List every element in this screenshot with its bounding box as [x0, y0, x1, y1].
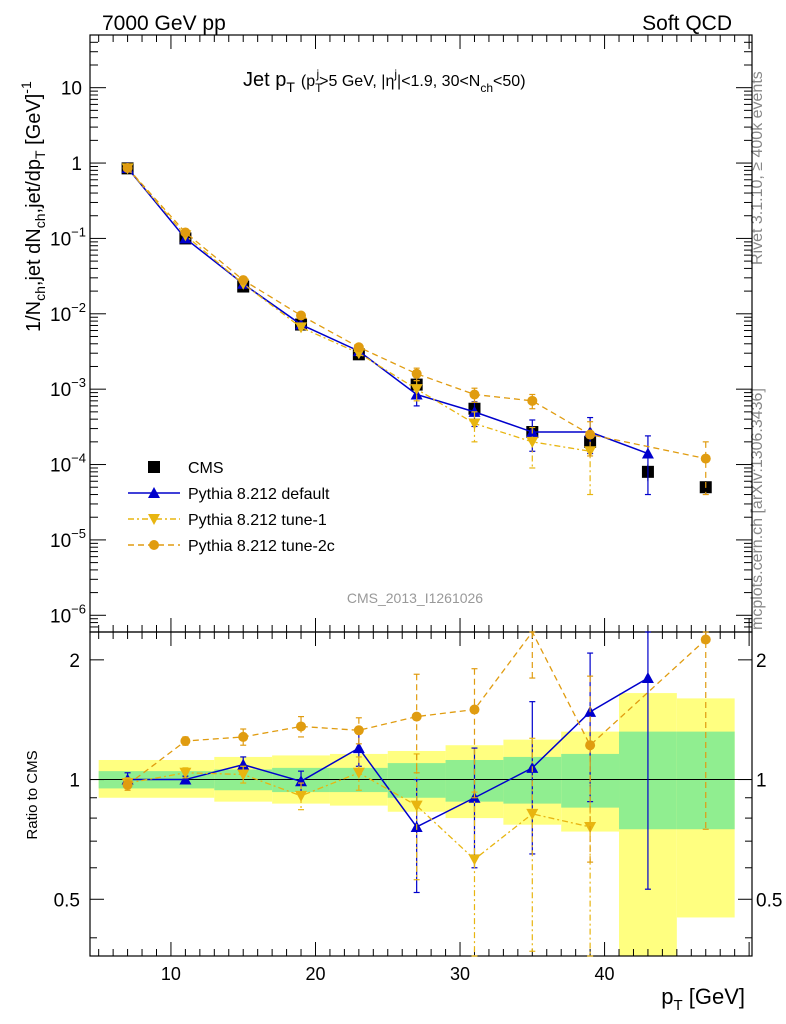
series-line — [127, 167, 591, 452]
series-pythia-8-212-default-main — [121, 161, 654, 496]
data-point — [237, 758, 250, 770]
data-point — [179, 773, 192, 785]
data-point — [352, 767, 365, 779]
data-point — [468, 854, 481, 866]
data-point — [411, 368, 422, 379]
legend-item: Pythia 8.212 tune-1 — [128, 512, 327, 529]
legend-item: Pythia 8.212 default — [128, 486, 330, 503]
data-point — [468, 418, 481, 430]
data-point — [641, 447, 654, 459]
series-line — [127, 630, 707, 786]
data-point — [122, 162, 133, 173]
data-point — [179, 767, 192, 779]
x-tick-label: 10 — [161, 964, 181, 984]
data-point — [353, 725, 364, 736]
series-pythia-8-212-tune-1-ratio — [121, 737, 597, 957]
data-point — [295, 790, 308, 802]
y-tick-label: 10−6 — [50, 601, 86, 627]
legend-label: Pythia 8.212 tune-2c — [188, 538, 335, 555]
data-point — [585, 740, 596, 751]
data-point — [180, 736, 191, 747]
data-point — [469, 389, 480, 400]
legend: CMS Pythia 8.212 default Pythia 8.212 tune… — [128, 460, 335, 555]
data-point — [296, 721, 307, 732]
series-pythia-8-212-tune-2c-ratio — [122, 630, 711, 863]
series-pythia-8-212-tune-1-main — [121, 163, 597, 496]
legend-marker — [148, 461, 160, 473]
ratio-y-tick-label-right: 0.5 — [756, 890, 782, 911]
data-point — [295, 322, 308, 334]
y-tick-label: 10−2 — [50, 300, 86, 326]
data-point — [411, 711, 422, 722]
series-layer — [121, 161, 712, 957]
data-point — [526, 808, 539, 820]
data-point — [296, 310, 307, 321]
data-point — [641, 672, 654, 684]
x-tick-label: 30 — [450, 964, 470, 984]
header-category-label: Soft QCD — [642, 12, 732, 35]
legend-marker — [148, 487, 160, 498]
data-point — [238, 731, 249, 742]
ratio-y-tick-label-left: 0.5 — [54, 890, 80, 911]
ratio-y-tick-label-left: 2 — [69, 651, 80, 672]
header-energy-label: 7000 GeV pp — [102, 12, 226, 35]
data-point — [237, 769, 250, 781]
ratio-y-tick-label-left: 1 — [69, 771, 80, 792]
legend-item: CMS — [148, 460, 224, 477]
x-tick-label: 20 — [305, 964, 325, 984]
data-point — [410, 384, 423, 396]
data-point — [238, 275, 249, 286]
data-point — [122, 779, 133, 790]
data-point — [180, 227, 191, 238]
plot-title: Jet pT (pTj>5 GeV, |ηj|<1.9, 30<Nch<50) — [243, 67, 526, 95]
y-tick-label: 10−5 — [50, 526, 86, 552]
side-label-rivet: Rivet 3.1.10, ≥ 400k events — [749, 71, 766, 265]
ratio-y-axis-label: Ratio to CMS — [24, 750, 41, 839]
main-y-axis-label: 1/Nch,jet dNch,jet/dpT [GeV]-1 — [18, 81, 48, 332]
data-point — [527, 395, 538, 406]
data-point — [700, 634, 711, 645]
axes: 10 20 30 40 10 1 10−1 10−2 10−3 10−4 10−5 10−6 0.5 0.… — [50, 34, 782, 984]
data-point — [353, 342, 364, 353]
legend-marker — [149, 540, 159, 550]
legend-marker — [148, 514, 160, 525]
legend-item: Pythia 8.212 tune-2c — [128, 538, 335, 555]
series-line — [127, 167, 706, 460]
y-tick-label: 10−1 — [50, 224, 86, 250]
series-line — [127, 167, 649, 455]
y-tick-label: 10−3 — [50, 375, 86, 401]
series-line — [127, 677, 649, 828]
y-tick-label: 1 — [71, 154, 82, 175]
data-point — [469, 704, 480, 715]
legend-label: CMS — [188, 460, 224, 477]
x-tick-label: 40 — [595, 964, 615, 984]
ratio-y-tick-label-right: 1 — [756, 771, 767, 792]
svg-text:1/Nch,jet dNch,jet/dpT [GeV]-1: 1/Nch,jet dNch,jet/dpT [GeV]-1 — [18, 81, 48, 332]
series-pythia-8-212-tune-2c-main — [122, 162, 711, 496]
legend-label: Pythia 8.212 tune-1 — [188, 512, 327, 529]
y-tick-label: 10−4 — [50, 451, 86, 477]
x-axis-label: pT [GeV] — [661, 984, 745, 1014]
data-point — [410, 800, 423, 812]
ratio-frame — [89, 631, 753, 957]
y-tick-label: 10 — [61, 79, 82, 100]
data-point — [585, 429, 596, 440]
ratio-y-tick-label-right: 2 — [756, 651, 767, 672]
legend-label: Pythia 8.212 default — [188, 486, 330, 503]
data-point — [700, 453, 711, 464]
data-point — [352, 742, 365, 754]
analysis-id: CMS_2013_I1261026 — [347, 590, 483, 606]
side-label-mcplots: mcplots.cern.ch [arXiv:1306.3436] — [749, 388, 766, 630]
data-point — [526, 436, 539, 448]
